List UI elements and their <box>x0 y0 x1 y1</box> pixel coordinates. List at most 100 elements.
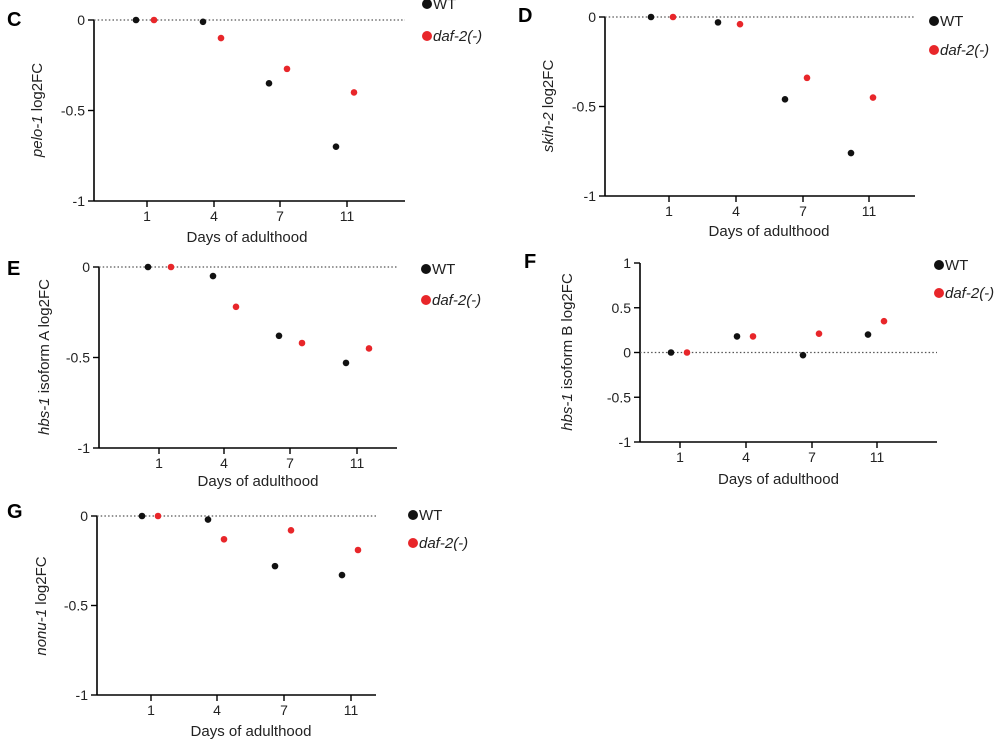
panel-c-daf2-point <box>350 89 358 96</box>
panel-e-y-tick-label: -1 <box>78 440 91 456</box>
panel-d-y-axis-suffix: log2FC <box>540 60 557 113</box>
panel-f-letter: F <box>524 251 536 273</box>
panel-f-daf2-point <box>815 330 823 338</box>
panel-g-legend-wt-label: WT <box>419 507 442 524</box>
panel-d-y-tick-label: -0.5 <box>572 99 596 115</box>
panel-e-y-tick-label: -0.5 <box>66 350 90 366</box>
panel-e-legend-wt-label: WT <box>432 261 455 278</box>
panel-c-y-axis-title: pelo-1 log2FC <box>29 63 46 158</box>
panel-c-y-axis-suffix: log2FC <box>29 63 46 116</box>
panel-c-legend-daf2-marker <box>422 31 432 41</box>
panel-c-wt-point <box>265 80 273 87</box>
panel-e-y-tick-label: 0 <box>82 259 90 275</box>
panel-f-x-tick-label: 4 <box>742 449 750 465</box>
panel-g-legend-wt-marker <box>408 510 418 520</box>
panel-d-x-tick-label: 1 <box>665 203 673 219</box>
panel-d-legend-daf2-marker <box>929 45 939 55</box>
panel-c-x-tick-label: 4 <box>210 208 218 224</box>
panel-d-wt-point <box>847 149 855 157</box>
panel-f-gene-name: hbs-1 <box>559 393 576 431</box>
panel-e-x-tick-label: 7 <box>286 455 294 471</box>
panel-g-y-tick-label: -0.5 <box>64 598 88 614</box>
panel-d-y-tick-label: 0 <box>588 9 596 25</box>
panel-c-x-tick-label: 7 <box>276 208 284 224</box>
panel-e-daf2-point <box>232 303 240 311</box>
panel-g-daf2-point <box>220 535 228 543</box>
panel-d-wt-point <box>647 13 655 21</box>
panel-e-wt-point <box>342 359 350 367</box>
panel-f-y-axis-suffix: isoform B log2FC <box>559 273 576 393</box>
panel-d-wt-point <box>714 19 722 26</box>
panel-c-letter: C <box>7 9 21 31</box>
panel-e-legend-wt-marker <box>421 264 431 274</box>
panel-c-y-tick-label: -1 <box>73 193 86 209</box>
panel-f-legend-wt-marker <box>934 260 944 270</box>
panel-e-y-axis-suffix: isoform A log2FC <box>36 279 53 398</box>
panel-e-wt-point <box>144 263 152 271</box>
panel-d-legend-wt-marker <box>929 16 939 26</box>
panel-e-daf2-point <box>365 345 373 352</box>
panel-f-x-tick-label: 11 <box>870 449 885 465</box>
panel-g: G 0 -0.5 -1 1 4 7 11 Days of adulthood nonu-1 log… <box>7 501 468 740</box>
panel-c-x-tick-label: 11 <box>340 208 355 224</box>
panel-d-x-tick-label: 4 <box>732 203 740 219</box>
panel-c-y-tick-label: 0 <box>77 12 85 28</box>
panel-g-x-axis-title: Days of adulthood <box>191 723 312 740</box>
panel-f-y-tick-label: 0 <box>623 345 631 361</box>
panel-d-daf2-point <box>669 13 677 21</box>
panel-e-wt-point <box>209 272 217 280</box>
panel-g-daf2-point <box>287 527 295 534</box>
panel-f-daf2-point <box>880 317 888 325</box>
panel-f-wt-point <box>667 349 675 356</box>
panel-f-y-tick-label: 1 <box>623 255 631 271</box>
panel-f-x-tick-label: 7 <box>808 449 816 465</box>
panel-e-x-tick-label: 11 <box>350 455 365 471</box>
panel-f-x-tick-label: 1 <box>676 449 684 465</box>
panel-d-legend-wt-label: WT <box>940 13 963 30</box>
panel-g-x-tick-label: 11 <box>344 702 359 718</box>
panel-e-legend-daf2-marker <box>421 295 431 305</box>
panel-g-daf2-point <box>354 546 362 554</box>
panel-g-wt-point <box>138 512 146 520</box>
panel-c-x-axis-title: Days of adulthood <box>187 229 308 246</box>
panel-c-daf2-point <box>283 65 291 73</box>
panel-d-y-tick-label: -1 <box>584 188 597 204</box>
panel-g-x-tick-label: 4 <box>213 702 221 718</box>
panel-f-wt-point <box>799 351 807 359</box>
panel-g-gene-name: nonu-1 <box>33 609 50 656</box>
panel-g-legend-daf2-label: daf-2(-) <box>419 535 468 552</box>
panel-g-y-axis-title: nonu-1 log2FC <box>33 556 50 655</box>
panel-e-legend-daf2-label: daf-2(-) <box>432 292 481 309</box>
panel-e-x-tick-label: 1 <box>155 455 163 471</box>
panel-f-wt-point <box>864 331 872 338</box>
panel-f: F 1 0.5 0 -0.5 -1 1 4 7 11 Days of adulthood hbs-1 … <box>524 251 994 488</box>
panel-d-legend-daf2-label: daf-2(-) <box>940 42 989 59</box>
panel-d-x-tick-label: 11 <box>862 203 877 219</box>
panel-g-wt-point <box>204 516 212 523</box>
panel-c-legend-daf2-label: daf-2(-) <box>433 28 482 45</box>
panel-d-y-axis-title: skih-2 log2FC <box>540 60 557 153</box>
panel-g-x-tick-label: 7 <box>280 702 288 718</box>
panel-f-legend-wt-label: WT <box>945 257 968 274</box>
panel-d-wt-point <box>781 96 789 103</box>
panel-f-legend-daf2-label: daf-2(-) <box>945 285 994 302</box>
panel-e-wt-point <box>275 332 283 340</box>
panel-g-y-tick-label: 0 <box>80 508 88 524</box>
panel-c-legend-wt-label: WT <box>433 0 456 13</box>
panel-c-wt-point <box>132 16 140 24</box>
panel-d-daf2-point <box>736 20 744 28</box>
panel-d-x-axis-title: Days of adulthood <box>709 223 830 240</box>
panel-f-legend-daf2-marker <box>934 288 944 298</box>
panel-e: E 0 -0.5 -1 1 4 7 11 Days of adulthood hbs-1 isof… <box>7 258 481 490</box>
panel-g-letter: G <box>7 501 23 523</box>
panel-c-wt-point <box>199 18 207 26</box>
panel-g-legend-daf2-marker <box>408 538 418 548</box>
panel-c-gene-name: pelo-1 <box>29 115 46 158</box>
panel-f-y-tick-label: 0.5 <box>612 300 632 316</box>
panel-f-daf2-point <box>749 333 757 340</box>
panel-e-x-tick-label: 4 <box>220 455 228 471</box>
panel-g-y-tick-label: -1 <box>76 687 89 703</box>
panel-c-y-tick-label: -0.5 <box>61 103 85 119</box>
panel-g-wt-point <box>271 562 279 570</box>
